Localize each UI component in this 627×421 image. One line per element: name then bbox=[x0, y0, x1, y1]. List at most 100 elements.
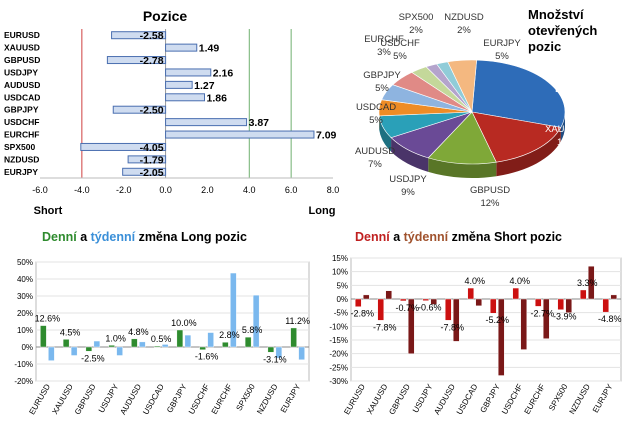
pie-slice bbox=[471, 111, 562, 163]
series-bar-weekly bbox=[475, 298, 482, 307]
category-label: SPX500 bbox=[547, 382, 570, 412]
y-tick-label: -5% bbox=[334, 309, 348, 318]
series-bar-daily bbox=[131, 338, 138, 348]
series-bar-daily bbox=[222, 342, 229, 348]
series-bar-weekly bbox=[207, 332, 214, 348]
series-bar-weekly bbox=[230, 272, 237, 348]
value-label: -4.05 bbox=[140, 142, 164, 154]
data-label: 4.8% bbox=[128, 327, 149, 337]
category-label: EURCHF bbox=[523, 382, 548, 415]
y-tick-label: -15% bbox=[329, 336, 348, 345]
category-label: USDJPY bbox=[411, 382, 435, 414]
pie-title-line: pozic bbox=[528, 39, 561, 54]
category-label: EURJPY bbox=[4, 167, 38, 177]
series-bar-daily bbox=[422, 298, 429, 301]
y-tick-label: 10% bbox=[17, 326, 33, 335]
chart-title: Denní a týdenní změna Short pozic bbox=[355, 230, 562, 244]
category-label: USDCHF bbox=[500, 382, 525, 415]
position-bar bbox=[111, 31, 167, 40]
chart-title-part: změna Long pozic bbox=[135, 230, 247, 244]
position-bar bbox=[127, 155, 167, 164]
series-bar-weekly bbox=[139, 341, 146, 348]
category-label: USDCAD bbox=[455, 382, 480, 416]
x-tick-label: -6.0 bbox=[32, 185, 48, 195]
value-label: 1.86 bbox=[206, 92, 227, 104]
data-label: -7.8% bbox=[440, 322, 464, 332]
series-bar-daily bbox=[445, 298, 452, 321]
value-label: 1.49 bbox=[199, 43, 220, 55]
value-label: 2.16 bbox=[213, 67, 234, 79]
position-bar bbox=[165, 80, 193, 89]
y-tick-label: -20% bbox=[14, 377, 33, 386]
pie-slice-percent: 5% bbox=[375, 83, 389, 94]
data-label: -4.8% bbox=[598, 314, 622, 324]
position-bar bbox=[122, 167, 167, 176]
series-bar-daily bbox=[535, 298, 542, 307]
pie-title-line: Množství bbox=[528, 7, 584, 22]
plot-area bbox=[350, 257, 622, 382]
y-tick-label: -20% bbox=[329, 350, 348, 359]
pie-slice-percent: 3% bbox=[377, 47, 391, 58]
long-change-chart: Denní a týdenní změna Long pozic -20% -10%… bbox=[14, 230, 310, 416]
pie-slice-percent: 5% bbox=[369, 115, 383, 126]
category-label: SPX500 bbox=[4, 142, 35, 152]
category-label: AUDUSD bbox=[432, 382, 457, 416]
data-label: 0.5% bbox=[151, 334, 172, 344]
pie-slice bbox=[447, 59, 477, 114]
series-bar-daily bbox=[400, 298, 407, 302]
pie-slice bbox=[427, 111, 497, 165]
category-label: GBPUSD bbox=[4, 55, 40, 65]
category-label: NZDUSD bbox=[255, 382, 280, 416]
series-bar-weekly bbox=[252, 294, 260, 348]
series-bar-daily bbox=[85, 346, 93, 352]
series-bar-weekly bbox=[610, 294, 617, 300]
pie-slice-label: USDCAD bbox=[356, 102, 396, 113]
category-label: NZDUSD bbox=[4, 154, 39, 164]
series-bar-daily bbox=[62, 339, 70, 348]
y-tick-label: 20% bbox=[17, 309, 33, 318]
pie-slice-percent: 29% bbox=[567, 97, 587, 108]
pie-slice-label: GBPJPY bbox=[363, 70, 401, 81]
pie-slice-label: NZDUSD bbox=[444, 12, 484, 23]
pie-slice-side bbox=[391, 137, 429, 172]
series-bar-weekly bbox=[48, 346, 55, 361]
position-bar bbox=[112, 105, 167, 114]
category-label: USDJPY bbox=[4, 67, 38, 77]
series-bar-daily bbox=[199, 346, 206, 350]
y-tick-label: -25% bbox=[329, 363, 348, 372]
position-bar bbox=[165, 43, 198, 52]
category-label: XAUUSD bbox=[365, 382, 390, 416]
data-label: -7.8% bbox=[373, 322, 397, 332]
data-label: 4.0% bbox=[509, 276, 530, 286]
category-label: GBPJPY bbox=[165, 382, 189, 414]
x-tick-label: 8.0 bbox=[327, 185, 340, 195]
category-label: NZDUSD bbox=[568, 382, 593, 416]
category-label: EURCHF bbox=[4, 130, 39, 140]
pie-slice-side bbox=[379, 115, 392, 152]
data-label: -0.7% bbox=[395, 303, 419, 313]
category-label: EURUSD bbox=[27, 382, 52, 416]
data-label: -2.7% bbox=[530, 308, 554, 318]
data-label: -3.9% bbox=[553, 312, 577, 322]
series-bar-daily bbox=[512, 287, 519, 300]
value-label: -2.58 bbox=[140, 30, 164, 42]
positions-chart: Pozice Short Long -6.0 -4.0 -2.0 0.0 2.0 4.0 6… bbox=[4, 8, 339, 217]
chart-title-part: a bbox=[77, 230, 91, 244]
series-bar-daily bbox=[490, 298, 497, 314]
pie-slice-side bbox=[496, 127, 561, 177]
position-bar bbox=[106, 56, 167, 65]
series-bar-daily bbox=[377, 298, 384, 321]
pie-slice-percent: 5% bbox=[495, 51, 509, 62]
x-tick-label: 4.0 bbox=[243, 185, 256, 195]
data-label: -1.6% bbox=[195, 352, 219, 362]
series-bar-weekly bbox=[93, 340, 101, 348]
data-label: 2.8% bbox=[219, 330, 240, 340]
series-bar-daily bbox=[355, 298, 362, 307]
value-label: -2.78 bbox=[140, 55, 164, 67]
data-label: 4.5% bbox=[60, 327, 81, 337]
series-bar-weekly bbox=[498, 298, 505, 376]
y-tick-label: 5% bbox=[336, 281, 348, 290]
category-label: USDCHF bbox=[187, 382, 212, 415]
data-label: 11.2% bbox=[285, 316, 310, 326]
